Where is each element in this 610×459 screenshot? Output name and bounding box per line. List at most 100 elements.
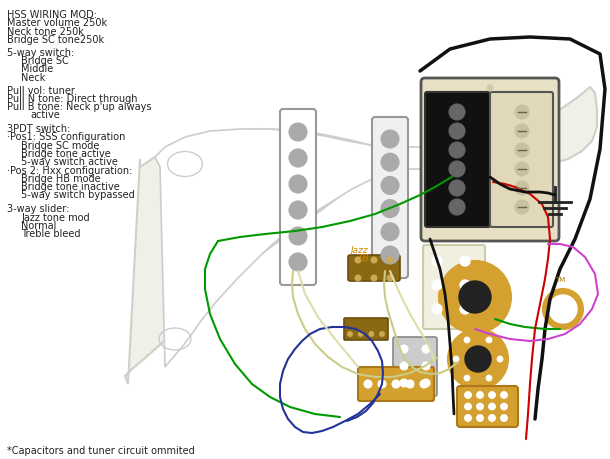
FancyBboxPatch shape — [490, 93, 553, 228]
Text: Normal: Normal — [21, 220, 57, 230]
FancyBboxPatch shape — [457, 386, 518, 427]
Circle shape — [486, 375, 492, 381]
Circle shape — [515, 162, 529, 177]
Text: 3PDT switch:: 3PDT switch: — [7, 124, 71, 134]
Circle shape — [400, 345, 408, 353]
Text: *Capacitors and tuner circuit ommited: *Capacitors and tuner circuit ommited — [7, 445, 195, 455]
Text: Pull vol: tuner: Pull vol: tuner — [7, 85, 75, 95]
Text: TB: TB — [358, 253, 370, 263]
Circle shape — [449, 200, 465, 216]
FancyBboxPatch shape — [372, 118, 408, 279]
Circle shape — [289, 150, 307, 168]
Circle shape — [371, 275, 377, 281]
Circle shape — [439, 262, 511, 333]
Polygon shape — [155, 90, 530, 367]
Text: TM: TM — [555, 276, 565, 282]
Circle shape — [348, 332, 353, 337]
Circle shape — [420, 380, 428, 388]
Text: Middle: Middle — [21, 64, 54, 74]
Circle shape — [381, 224, 399, 241]
Circle shape — [476, 403, 484, 410]
Circle shape — [400, 362, 408, 370]
Circle shape — [464, 337, 470, 343]
Circle shape — [515, 106, 529, 120]
Circle shape — [369, 332, 374, 337]
FancyBboxPatch shape — [421, 79, 559, 241]
Circle shape — [422, 379, 430, 387]
Circle shape — [432, 257, 442, 266]
Circle shape — [355, 257, 361, 263]
Circle shape — [476, 392, 484, 398]
Circle shape — [432, 280, 442, 291]
Circle shape — [497, 356, 503, 362]
FancyBboxPatch shape — [393, 337, 437, 396]
Circle shape — [289, 228, 307, 246]
Text: Master volume 250k: Master volume 250k — [7, 18, 107, 28]
Circle shape — [289, 124, 307, 142]
Circle shape — [449, 143, 465, 159]
Circle shape — [449, 180, 465, 196]
Circle shape — [486, 337, 492, 343]
Circle shape — [515, 201, 529, 214]
Circle shape — [364, 380, 372, 388]
FancyBboxPatch shape — [280, 110, 316, 285]
Circle shape — [464, 403, 472, 410]
Circle shape — [381, 246, 399, 264]
Circle shape — [465, 346, 491, 372]
Circle shape — [289, 253, 307, 271]
Circle shape — [487, 86, 493, 92]
Circle shape — [500, 414, 508, 421]
Circle shape — [387, 275, 393, 281]
Polygon shape — [125, 88, 597, 384]
Circle shape — [432, 304, 442, 314]
Circle shape — [381, 131, 399, 149]
Circle shape — [453, 356, 459, 362]
Circle shape — [422, 345, 430, 353]
Text: Bridge HB mode: Bridge HB mode — [21, 174, 101, 184]
Text: 5-way switch active: 5-way switch active — [21, 157, 118, 167]
Text: ·Pos 2: Hxx configuration:: ·Pos 2: Hxx configuration: — [7, 165, 133, 175]
Circle shape — [460, 280, 470, 291]
Circle shape — [400, 379, 408, 387]
Circle shape — [500, 392, 508, 398]
Circle shape — [378, 380, 386, 388]
Text: Bridge SC: Bridge SC — [21, 56, 69, 66]
Text: Jazz tone mod: Jazz tone mod — [21, 212, 90, 222]
FancyBboxPatch shape — [358, 367, 434, 401]
Text: Neck: Neck — [21, 73, 46, 83]
FancyBboxPatch shape — [344, 318, 388, 340]
Text: Bridge tone active: Bridge tone active — [21, 149, 111, 159]
Text: ·Pos1: SSS configuration: ·Pos1: SSS configuration — [7, 132, 126, 142]
Circle shape — [449, 162, 465, 178]
Circle shape — [449, 105, 465, 121]
Text: 5-way switch bypassed: 5-way switch bypassed — [21, 190, 135, 200]
Circle shape — [476, 414, 484, 421]
Circle shape — [381, 154, 399, 172]
Text: 3-way slider:: 3-way slider: — [7, 204, 70, 214]
Circle shape — [406, 380, 414, 388]
FancyBboxPatch shape — [348, 256, 400, 281]
Circle shape — [515, 125, 529, 139]
Circle shape — [289, 202, 307, 219]
Circle shape — [489, 414, 495, 421]
Text: Pull B tone: Neck p'up always: Pull B tone: Neck p'up always — [7, 102, 152, 112]
Text: Bridge tone inactive: Bridge tone inactive — [21, 182, 120, 192]
Circle shape — [392, 380, 400, 388]
Circle shape — [358, 332, 363, 337]
Text: Bridge SC mode: Bridge SC mode — [21, 140, 99, 151]
Text: HSS WIRING MOD:: HSS WIRING MOD: — [7, 10, 98, 20]
Circle shape — [289, 176, 307, 194]
Circle shape — [515, 182, 529, 196]
Circle shape — [543, 289, 583, 329]
Circle shape — [379, 332, 384, 337]
Circle shape — [371, 257, 377, 263]
Circle shape — [448, 329, 508, 389]
Circle shape — [489, 392, 495, 398]
Circle shape — [422, 362, 430, 370]
Text: active: active — [30, 110, 60, 120]
Text: Bridge SC tone250k: Bridge SC tone250k — [7, 35, 104, 45]
Circle shape — [515, 144, 529, 157]
Circle shape — [459, 281, 491, 313]
Text: Jazz: Jazz — [350, 246, 368, 254]
Circle shape — [489, 403, 495, 410]
